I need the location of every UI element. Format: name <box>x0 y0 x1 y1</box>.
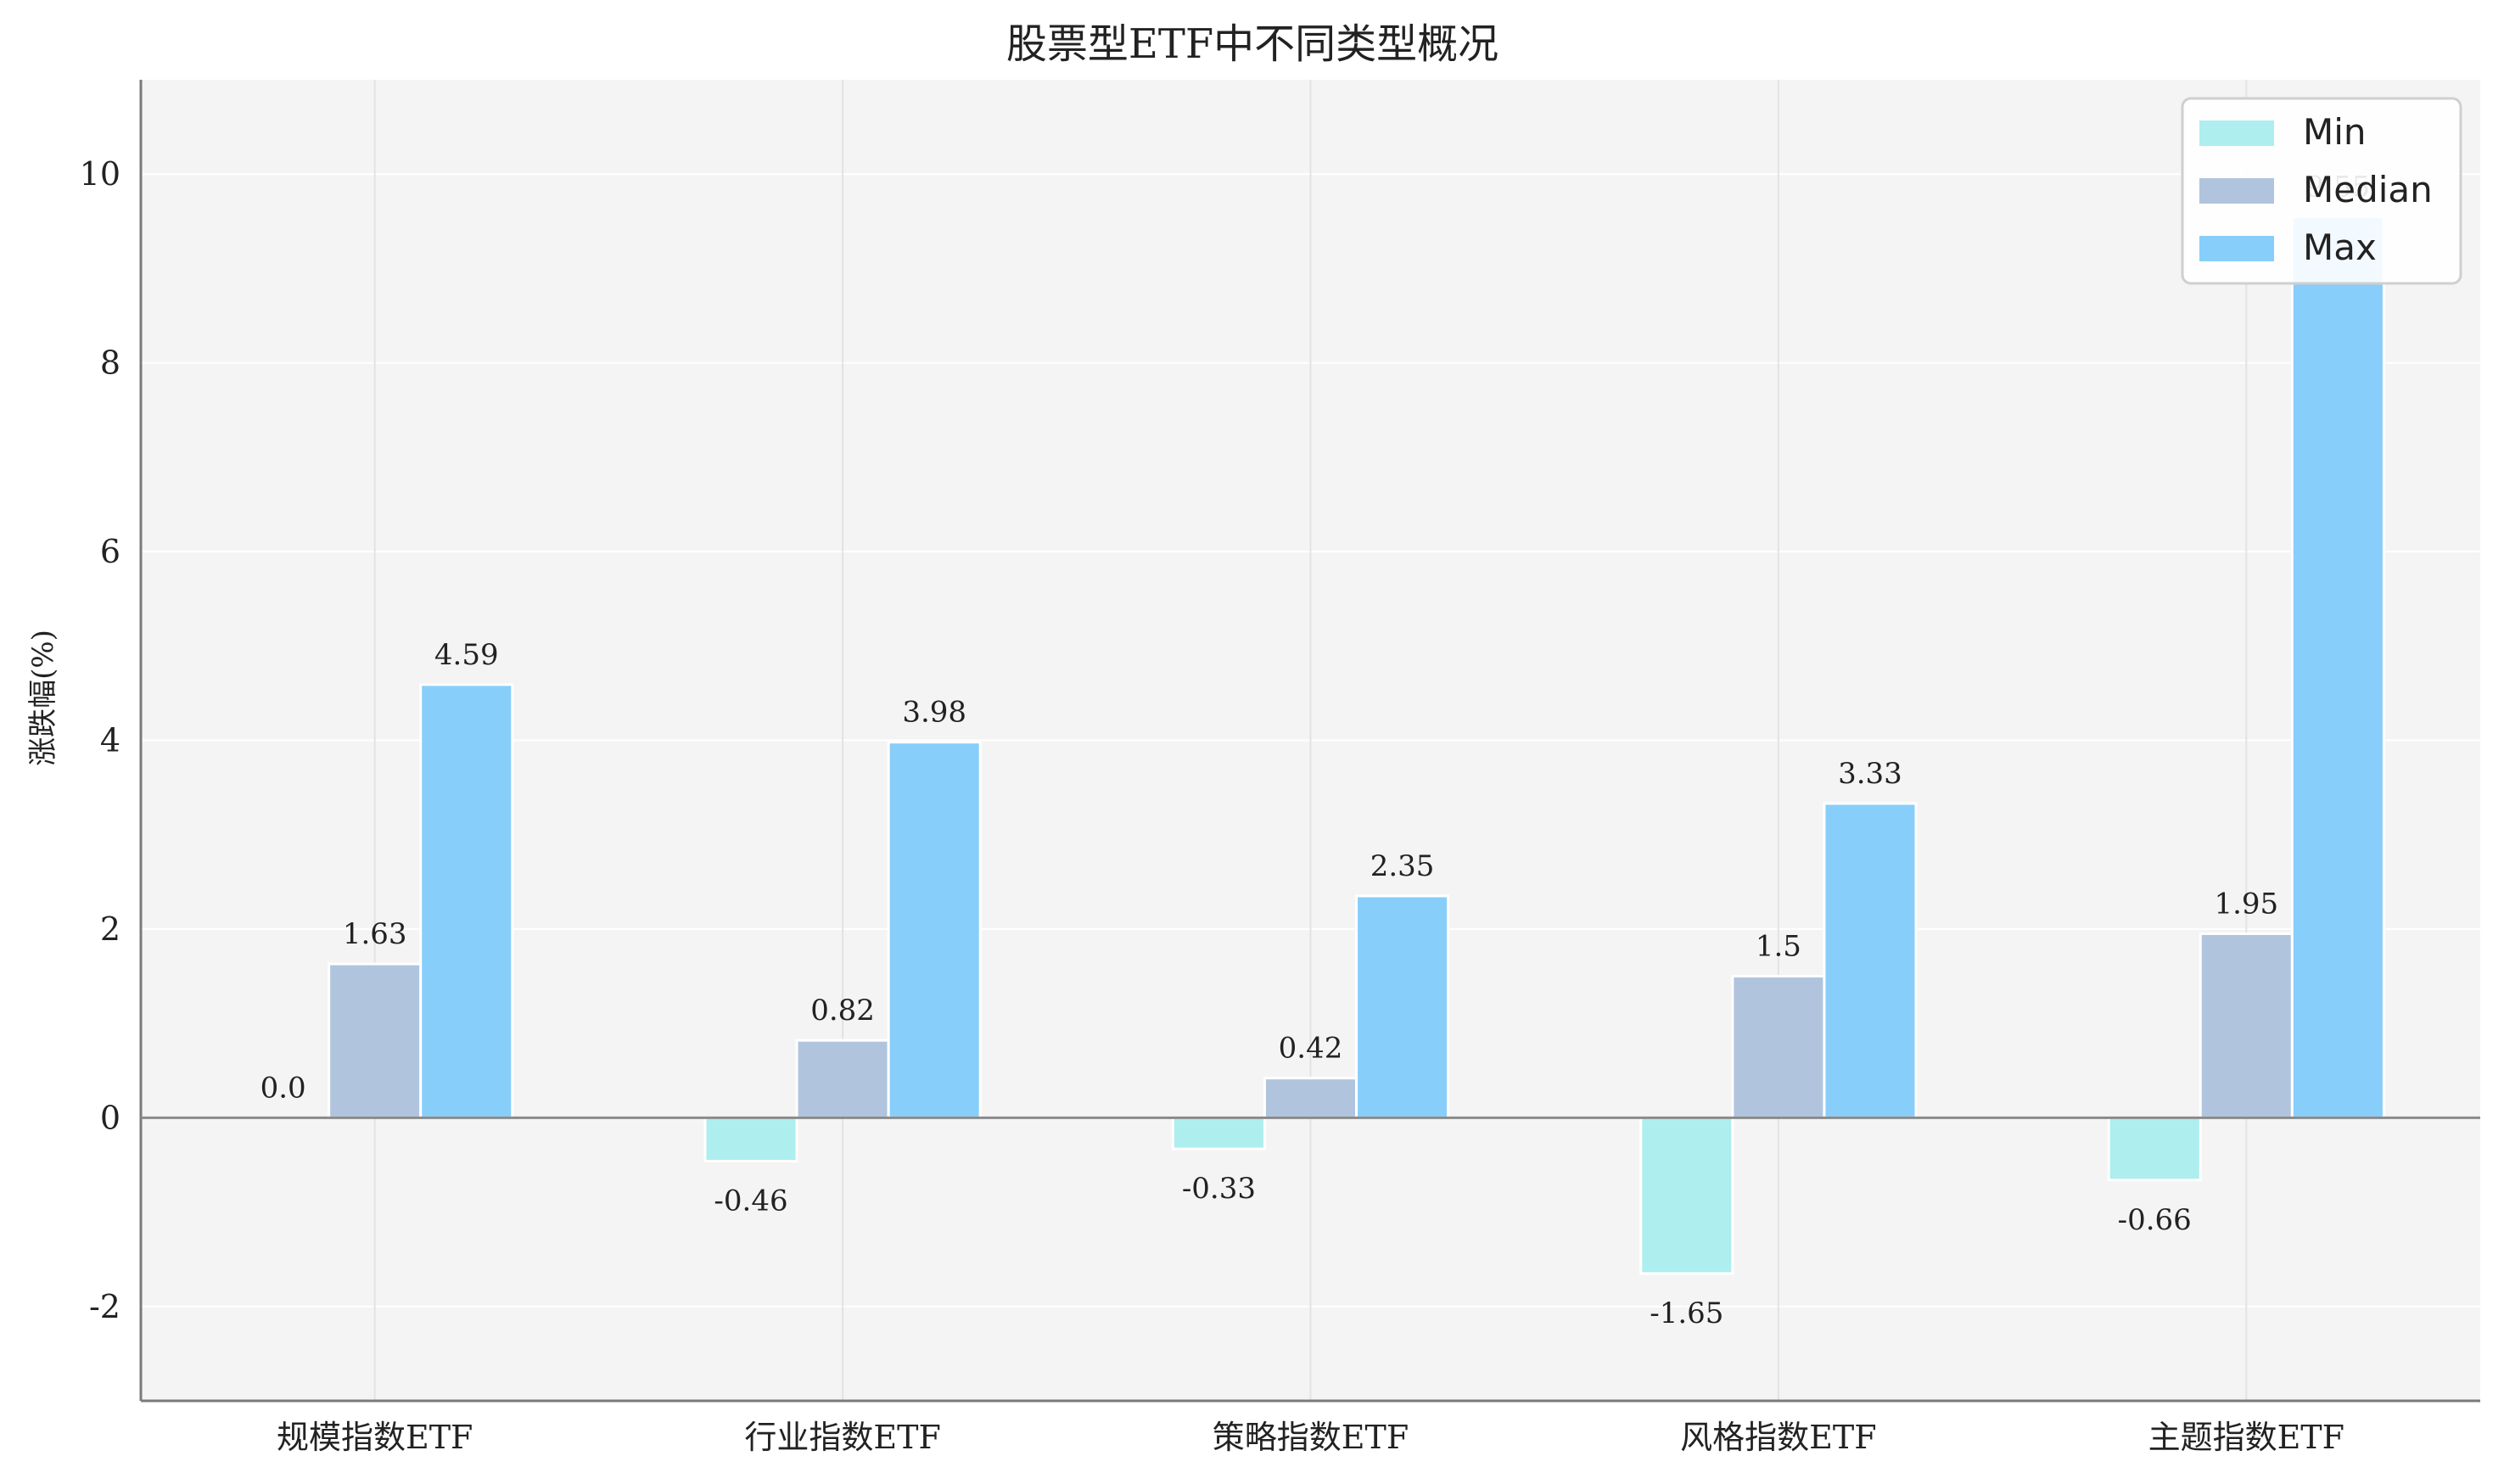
chart-title: 股票型ETF中不同类型概况 <box>1006 20 1498 68</box>
y-tick-label: 6 <box>100 533 120 570</box>
bar-max <box>1823 802 1918 1119</box>
y-tick-label: 10 <box>80 155 120 193</box>
data-label: 1.95 <box>2214 887 2278 921</box>
legend-swatch <box>2199 120 2274 146</box>
data-label: 0.0 <box>260 1071 306 1105</box>
x-tick-label: 主题指数ETF <box>2148 1419 2344 1456</box>
legend-swatch <box>2199 236 2274 261</box>
y-tick-label: 4 <box>100 722 120 759</box>
data-label: 1.63 <box>343 917 407 951</box>
x-tick-label: 行业指数ETF <box>744 1419 940 1456</box>
bar-median <box>1731 975 1826 1119</box>
data-label: 0.82 <box>810 994 875 1028</box>
data-label: 3.33 <box>1838 757 1902 791</box>
bar-max <box>1355 894 1450 1119</box>
data-label: 0.42 <box>1279 1032 1343 1066</box>
data-label: -0.66 <box>2118 1203 2192 1237</box>
x-tick-label: 规模指数ETF <box>277 1419 473 1456</box>
legend-label: Max <box>2303 227 2377 268</box>
data-label: 2.35 <box>1370 849 1435 883</box>
bar-median <box>1263 1077 1358 1119</box>
x-tick-label: 策略指数ETF <box>1213 1419 1409 1456</box>
data-label: -0.33 <box>1182 1172 1256 1206</box>
legend: Min Median Max <box>2181 97 2462 285</box>
bar-median <box>795 1039 890 1119</box>
bars <box>328 215 2385 1275</box>
bar-max <box>887 741 982 1119</box>
bar-min <box>1639 1116 1734 1275</box>
y-tick-label: 0 <box>100 1099 120 1136</box>
y-ticks: -2 0 2 4 6 8 10 <box>80 155 120 1325</box>
y-tick-label: -2 <box>89 1288 120 1325</box>
data-label: 4.59 <box>434 638 499 672</box>
x-tick-label: 风格指数ETF <box>1680 1419 1876 1456</box>
y-tick-label: 2 <box>100 910 120 948</box>
axes <box>139 80 2480 1403</box>
bar-max <box>419 683 514 1119</box>
legend-label: Median <box>2303 169 2433 210</box>
y-axis-label: 涨跌幅(%) <box>26 630 60 766</box>
legend-label: Min <box>2303 111 2367 153</box>
data-label: 3.98 <box>902 696 966 730</box>
y-tick-label: 8 <box>100 344 120 382</box>
bar-max <box>2290 215 2385 1119</box>
data-label: -0.46 <box>714 1184 787 1218</box>
legend-swatch <box>2199 178 2274 204</box>
bar-min <box>2107 1116 2202 1182</box>
bar-median <box>2199 932 2294 1119</box>
data-label: -1.65 <box>1650 1296 1723 1330</box>
data-label: 1.5 <box>1756 930 1801 964</box>
bar-min <box>1171 1116 1266 1151</box>
x-ticks: 规模指数ETF 行业指数ETF 策略指数ETF 风格指数ETF 主题指数ETF <box>277 1419 2344 1456</box>
bar-min <box>703 1116 798 1163</box>
bar-median <box>328 962 423 1119</box>
